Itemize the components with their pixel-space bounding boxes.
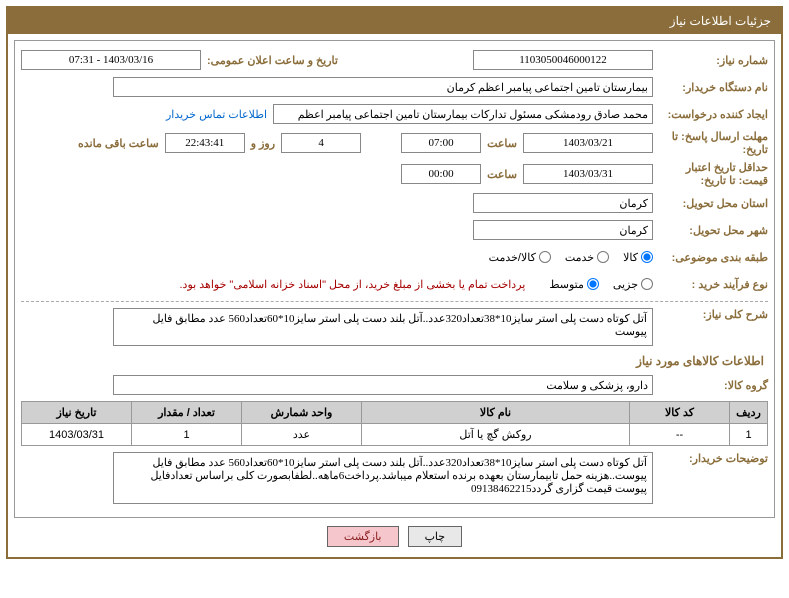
buyer-org-label: نام دستگاه خریدار: — [653, 81, 768, 94]
proc-partial-item[interactable]: جزیی — [613, 278, 653, 291]
proc-partial-label: جزیی — [613, 278, 638, 291]
deadline-time-field[interactable] — [401, 133, 481, 153]
td-date: 1403/03/31 — [22, 424, 132, 446]
deadline-label: مهلت ارسال پاسخ: تا تاریخ: — [653, 130, 768, 156]
print-button[interactable]: چاپ — [408, 526, 463, 547]
city-field[interactable] — [473, 220, 653, 240]
td-name: روکش گچ یا آتل — [362, 424, 630, 446]
buyer-notes-textarea[interactable] — [113, 452, 653, 504]
validity-time-field[interactable] — [401, 164, 481, 184]
desc-label: شرح کلی نیاز: — [653, 308, 768, 321]
table-header-row: ردیف کد کالا نام کالا واحد شمارش تعداد /… — [22, 402, 768, 424]
remaining-label: ساعت باقی مانده — [72, 137, 165, 150]
goods-group-label: گروه کالا: — [653, 379, 768, 392]
payment-note: پرداخت تمام یا بخشی از مبلغ خرید، از محل… — [180, 278, 530, 291]
time-left-field[interactable] — [165, 133, 245, 153]
panel-title: جزئیات اطلاعات نیاز — [670, 14, 771, 28]
goods-group-field[interactable] — [113, 375, 653, 395]
goods-section-title: اطلاعات کالاهای مورد نیاز — [25, 354, 764, 368]
td-code: -- — [630, 424, 730, 446]
th-date: تاریخ نیاز — [22, 402, 132, 424]
panel-header: جزئیات اطلاعات نیاز — [8, 8, 781, 34]
province-field[interactable] — [473, 193, 653, 213]
cat-both-item[interactable]: کالا/خدمت — [489, 251, 551, 264]
proc-mid-item[interactable]: متوسط — [549, 278, 599, 291]
announce-dt-label: تاریخ و ساعت اعلان عمومی: — [201, 54, 344, 67]
process-radio-group: جزیی متوسط — [549, 278, 653, 291]
td-unit: عدد — [242, 424, 362, 446]
button-row: چاپ بازگشت — [14, 518, 775, 551]
cat-service-item[interactable]: خدمت — [565, 251, 609, 264]
cat-goods-item[interactable]: کالا — [623, 251, 653, 264]
need-no-field[interactable] — [473, 50, 653, 70]
deadline-date-field[interactable] — [523, 133, 653, 153]
goods-table: ردیف کد کالا نام کالا واحد شمارش تعداد /… — [21, 401, 768, 446]
process-label: نوع فرآیند خرید : — [653, 278, 768, 291]
th-name: نام کالا — [362, 402, 630, 424]
cat-goods-radio[interactable] — [641, 251, 653, 263]
days-left-field[interactable] — [281, 133, 361, 153]
requester-label: ایجاد کننده درخواست: — [653, 108, 768, 121]
proc-mid-radio[interactable] — [587, 278, 599, 290]
time-label-2: ساعت — [481, 168, 523, 181]
form-area: شماره نیاز: تاریخ و ساعت اعلان عمومی: نا… — [8, 34, 781, 557]
th-row: ردیف — [730, 402, 768, 424]
cat-service-label: خدمت — [565, 251, 594, 264]
details-box: شماره نیاز: تاریخ و ساعت اعلان عمومی: نا… — [14, 40, 775, 518]
proc-partial-radio[interactable] — [641, 278, 653, 290]
main-panel: جزئیات اطلاعات نیاز شماره نیاز: تاریخ و … — [6, 6, 783, 559]
province-label: استان محل تحویل: — [653, 197, 768, 210]
days-and-label: روز و — [245, 137, 281, 150]
buyer-org-field[interactable] — [113, 77, 653, 97]
need-no-label: شماره نیاز: — [653, 54, 768, 67]
table-row: 1 -- روکش گچ یا آتل عدد 1 1403/03/31 — [22, 424, 768, 446]
category-radio-group: کالا خدمت کالا/خدمت — [489, 251, 653, 264]
desc-textarea[interactable] — [113, 308, 653, 346]
requester-field[interactable] — [273, 104, 653, 124]
time-label-1: ساعت — [481, 137, 523, 150]
cat-both-label: کالا/خدمت — [489, 251, 536, 264]
proc-mid-label: متوسط — [549, 278, 584, 291]
cat-both-radio[interactable] — [539, 251, 551, 263]
validity-label: حداقل تاریخ اعتبار قیمت: تا تاریخ: — [653, 161, 768, 187]
th-code: کد کالا — [630, 402, 730, 424]
th-qty: تعداد / مقدار — [132, 402, 242, 424]
cat-service-radio[interactable] — [597, 251, 609, 263]
announce-dt-field[interactable] — [21, 50, 201, 70]
city-label: شهر محل تحویل: — [653, 224, 768, 237]
td-qty: 1 — [132, 424, 242, 446]
buyer-notes-label: توضیحات خریدار: — [653, 452, 768, 465]
category-label: طبقه بندی موضوعی: — [653, 251, 768, 264]
back-button[interactable]: بازگشت — [327, 526, 399, 547]
validity-date-field[interactable] — [523, 164, 653, 184]
cat-goods-label: کالا — [623, 251, 638, 264]
contact-link[interactable]: اطلاعات تماس خریدار — [166, 108, 273, 121]
th-unit: واحد شمارش — [242, 402, 362, 424]
td-row: 1 — [730, 424, 768, 446]
